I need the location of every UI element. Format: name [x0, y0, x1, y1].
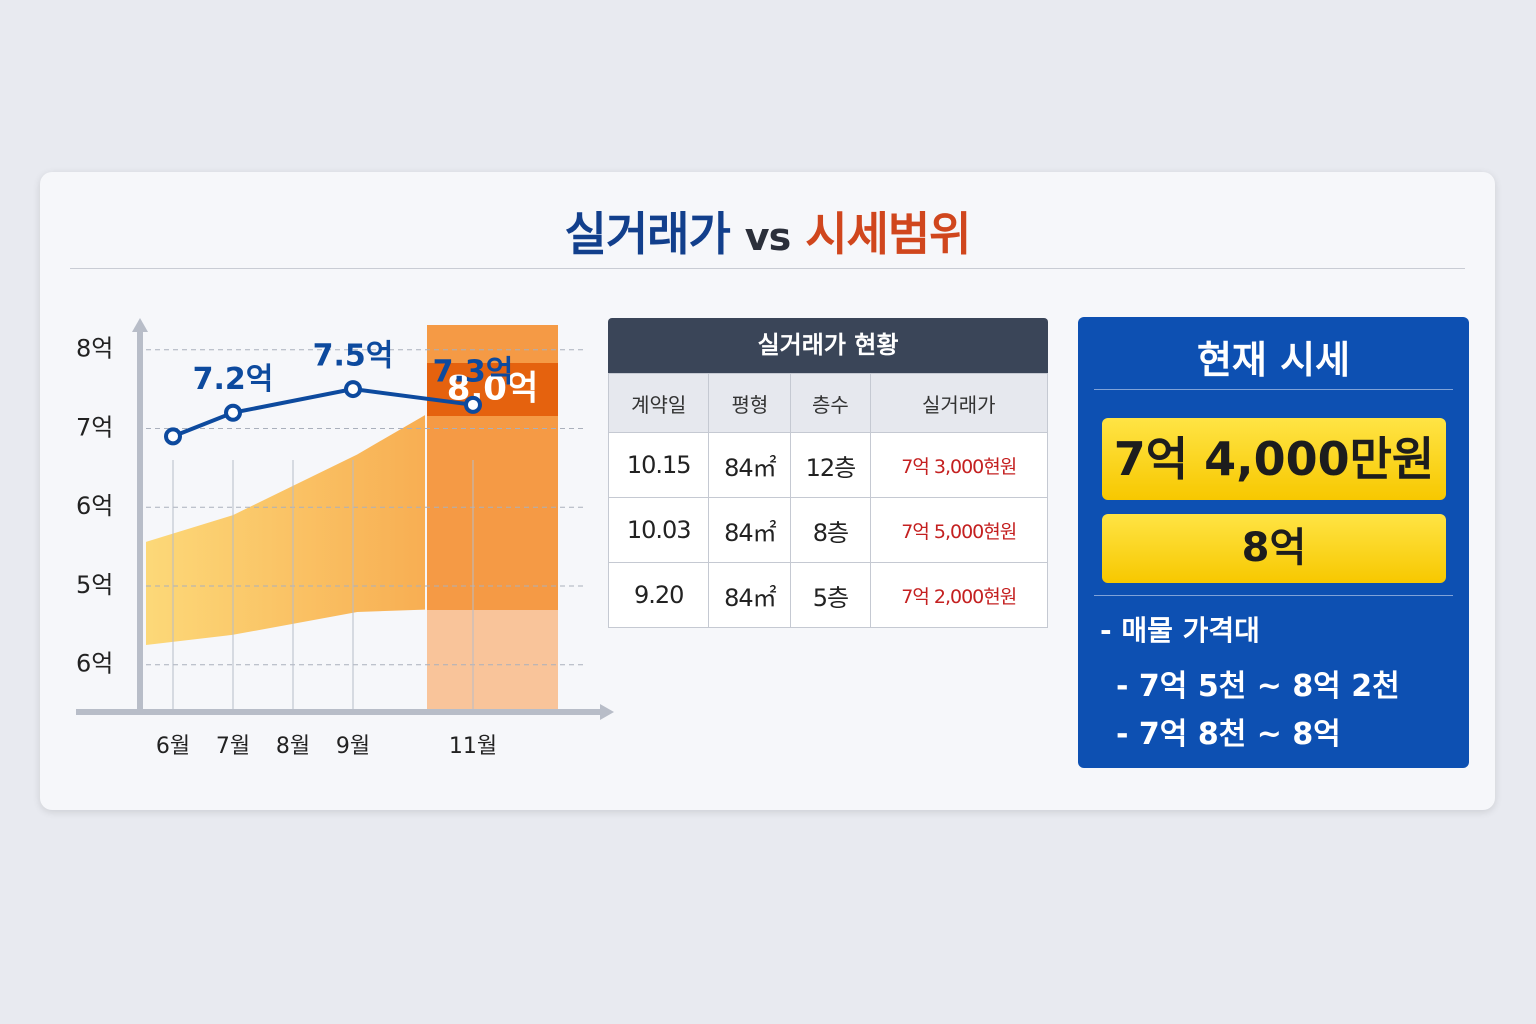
data-label: 7.3억	[433, 354, 514, 389]
table-cell: 84㎡	[708, 497, 792, 563]
column-header: 계약일	[607, 373, 710, 433]
y-tick-label: 7억	[76, 413, 113, 441]
point	[164, 427, 182, 446]
list-item: - 7억 8천 ~ 8억	[1116, 717, 1341, 752]
highlight-label-bg	[427, 363, 558, 416]
table-cell: 8층	[790, 497, 871, 563]
price-box: 8억	[1102, 514, 1446, 583]
divider	[70, 268, 1465, 269]
table-cell: 7억 5,000현원	[869, 497, 1049, 563]
table-cell: 10.03	[607, 497, 710, 563]
panel-title: 현재 시세	[1196, 338, 1351, 382]
range-band	[146, 415, 425, 646]
list-item: - 매물 가격대	[1100, 614, 1260, 647]
table-cell: 7억 2,000현원	[869, 562, 1049, 628]
point	[224, 403, 242, 422]
divider	[1094, 595, 1453, 596]
title-part: 시세범위	[805, 207, 971, 261]
point	[464, 395, 482, 414]
table-cell: 9.20	[607, 562, 710, 628]
table-cell: 7억 3,000현원	[869, 432, 1049, 498]
table-cell: 84㎡	[708, 562, 792, 628]
column-header: 평형	[708, 373, 792, 433]
x-tick-label: 7월	[216, 734, 250, 759]
price-panel: 현재 시세 7억 4,000만원 8억 - 매물 가격대 - 7억 5천 ~ 8…	[1078, 317, 1469, 768]
highlight-lower	[427, 610, 558, 712]
table: 실거래가 현황 계약일 평형 층수 실거래가 10.15 84㎡ 12층 7억 3,000현…	[607, 318, 1049, 628]
y-tick-label: 8억	[76, 335, 113, 363]
column-header: 층수	[790, 373, 871, 433]
x-tick-label: 8월	[276, 734, 310, 759]
x-tick-label: 11월	[449, 734, 497, 759]
point	[344, 380, 362, 399]
x-axis-arrow	[600, 704, 614, 720]
title-part: vs	[744, 215, 791, 259]
divider	[1094, 389, 1453, 390]
table-row: 9.20 84㎡ 5층 7억 2,000현원	[607, 562, 1049, 628]
y-axis-arrow	[132, 318, 148, 332]
data-label: 7.5억	[313, 339, 394, 374]
header-row: 계약일 평형 층수 실거래가	[607, 373, 1049, 433]
price-box: 7억 4,000만원	[1102, 418, 1446, 500]
table-cell: 5층	[790, 562, 871, 628]
table-cell: 12층	[790, 432, 871, 498]
table-cell: 84㎡	[708, 432, 792, 498]
title: 실거래가 vs 시세범위	[40, 198, 1495, 264]
table-cell: 10.15	[607, 432, 710, 498]
table-caption: 실거래가 현황	[608, 318, 1048, 373]
x-tick-label: 9월	[336, 734, 370, 759]
line	[172, 387, 474, 439]
column-header: 실거래가	[869, 373, 1049, 433]
table-row: 10.03 84㎡ 8층 7억 5,000현원	[607, 497, 1049, 563]
y-tick-label: 6억	[76, 650, 113, 678]
y-tick-label: 5억	[76, 571, 113, 599]
title-part: 실거래가	[564, 207, 731, 261]
x-tick-label: 6월	[156, 734, 190, 759]
table-row: 10.15 84㎡ 12층 7억 3,000현원	[607, 432, 1049, 498]
y-tick-label: 6억	[76, 492, 113, 520]
data-label: 7.2억	[193, 362, 274, 397]
list-item: - 7억 5천 ~ 8억 2천	[1116, 669, 1400, 704]
